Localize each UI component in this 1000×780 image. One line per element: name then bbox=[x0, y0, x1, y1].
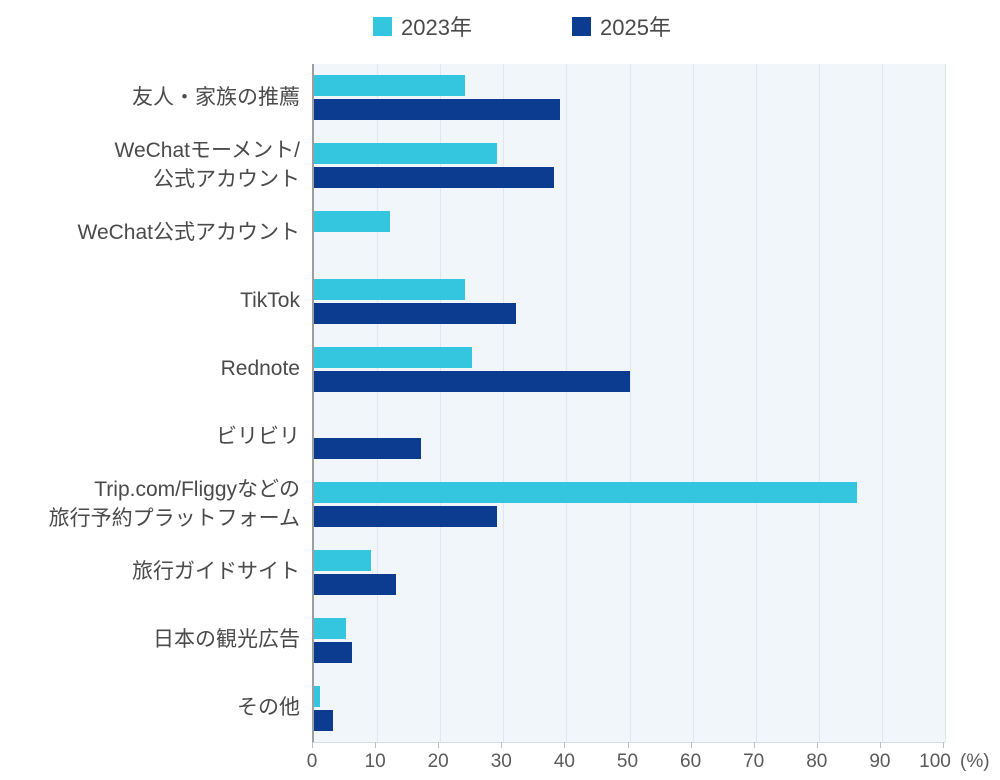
bar-2025年-category-6 bbox=[314, 506, 497, 528]
legend-swatch-2023 bbox=[373, 16, 393, 36]
bar-2023年-category-4 bbox=[314, 346, 472, 368]
bar-2023年-category-2 bbox=[314, 211, 390, 232]
gridline-20 bbox=[440, 64, 442, 742]
tick-mark-100 bbox=[943, 742, 944, 748]
bar-2023年-category-3 bbox=[314, 278, 466, 300]
bar-2025年-category-7 bbox=[314, 574, 397, 595]
legend-label-2025: 2025年 bbox=[600, 15, 671, 40]
gridline-40 bbox=[566, 64, 568, 742]
bar-2025年-category-1 bbox=[314, 167, 554, 189]
tick-mark-50 bbox=[627, 742, 629, 748]
category-label-9: その他 bbox=[237, 695, 300, 719]
x-axis-tick-label-20: 20 bbox=[427, 751, 449, 772]
tick-mark-40 bbox=[564, 742, 566, 748]
bar-2023年-category-8 bbox=[314, 617, 346, 639]
legend: 2023年 2025年 bbox=[22, 10, 1000, 42]
tick-mark-70 bbox=[753, 742, 755, 748]
plot-area bbox=[312, 64, 946, 743]
bar-2025年-category-8 bbox=[314, 641, 352, 663]
bar-2023年-category-9 bbox=[314, 685, 321, 707]
x-axis-tick-label-100: 100 bbox=[919, 751, 951, 772]
category-label-4: Rednote bbox=[220, 356, 300, 380]
category-label-7: 旅行ガイドサイト bbox=[132, 560, 300, 584]
gridline-100 bbox=[945, 64, 946, 742]
category-label-5: ビリビリ bbox=[216, 424, 300, 448]
tick-mark-90 bbox=[879, 742, 881, 748]
category-label-8: 日本の観光広告 bbox=[153, 628, 300, 652]
legend-item-2023: 2023年 bbox=[373, 10, 472, 42]
legend-item-2025: 2025年 bbox=[572, 10, 671, 42]
bar-2025年-category-9 bbox=[314, 709, 333, 731]
gridline-50 bbox=[629, 64, 631, 742]
category-label-1: WeChatモーメント/ 公式アカウント bbox=[114, 139, 300, 191]
bar-2025年-category-3 bbox=[314, 302, 516, 324]
bar-2025年-category-4 bbox=[314, 370, 630, 392]
bar-2025年-category-0 bbox=[314, 99, 561, 121]
legend-label-2023: 2023年 bbox=[401, 15, 472, 40]
bar-2023年-category-6 bbox=[314, 482, 857, 504]
bar-2025年-category-5 bbox=[314, 438, 422, 460]
bar-2023年-category-7 bbox=[314, 550, 371, 571]
gridline-90 bbox=[881, 64, 883, 742]
category-label-2: WeChat公式アカウント bbox=[77, 221, 300, 245]
tick-mark-60 bbox=[690, 742, 692, 748]
x-axis: (%) 0 10 20 30 40 50 60 70 80 90 100 bbox=[307, 742, 1000, 780]
x-axis-tick-label-0: 0 bbox=[306, 751, 318, 772]
gridline-60 bbox=[692, 64, 694, 742]
bar-2023年-category-1 bbox=[314, 143, 497, 165]
x-axis-tick-label-50: 50 bbox=[616, 751, 639, 772]
gridline-70 bbox=[755, 64, 757, 742]
category-label-3: TikTok bbox=[240, 289, 300, 313]
tick-mark-20 bbox=[438, 742, 440, 748]
x-axis-tick-label-80: 80 bbox=[806, 751, 828, 772]
x-axis-tick-label-60: 60 bbox=[680, 751, 702, 772]
x-axis-tick-label-30: 30 bbox=[490, 751, 512, 772]
bar-2023年-category-0 bbox=[314, 75, 466, 97]
category-label-6: Trip.com/Fliggyなどの 旅行予約プラットフォーム bbox=[48, 478, 300, 530]
tick-mark-30 bbox=[501, 742, 503, 748]
gridline-10 bbox=[377, 64, 379, 742]
gridline-30 bbox=[503, 64, 505, 742]
tick-mark-0 bbox=[312, 742, 313, 748]
x-axis-unit-label: (%) bbox=[960, 751, 990, 772]
x-axis-tick-label-90: 90 bbox=[869, 751, 891, 772]
x-axis-tick-label-70: 70 bbox=[743, 751, 765, 772]
tick-mark-80 bbox=[816, 742, 818, 748]
category-labels: 友人・家族の推薦 WeChatモーメント/ 公式アカウント WeChat公式アカウン… bbox=[0, 64, 300, 742]
legend-swatch-2025 bbox=[572, 16, 591, 36]
tick-mark-10 bbox=[375, 742, 377, 748]
gridline-80 bbox=[818, 64, 820, 742]
x-axis-tick-label-40: 40 bbox=[553, 751, 575, 772]
x-axis-tick-label-10: 10 bbox=[364, 751, 386, 772]
category-label-0: 友人・家族の推薦 bbox=[132, 85, 300, 109]
